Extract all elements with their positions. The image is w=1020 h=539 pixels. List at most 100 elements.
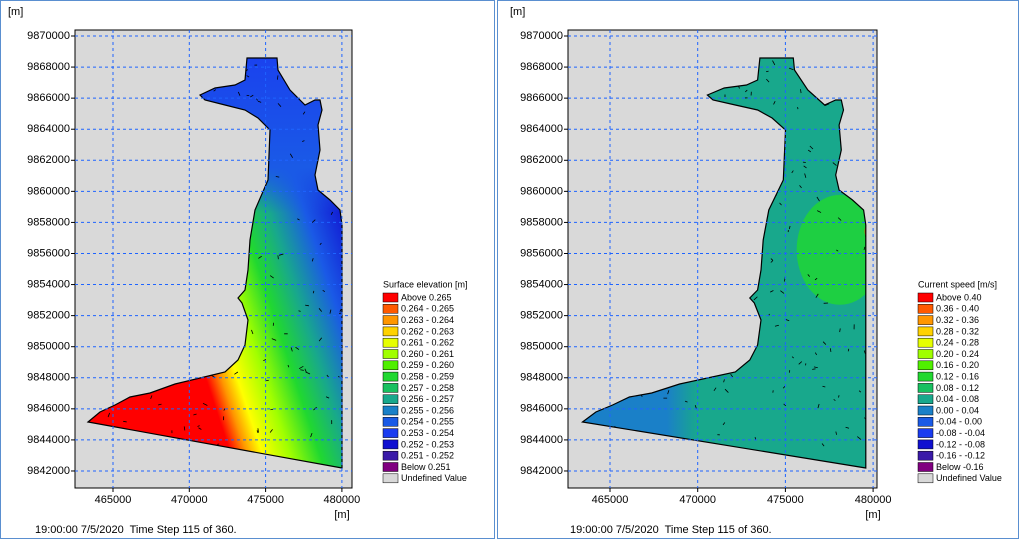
legend-label: Undefined Value [936, 473, 1002, 483]
legend-swatch [918, 429, 933, 438]
legend-label: 0.32 - 0.36 [936, 315, 979, 325]
legend-label: -0.16 - -0.12 [936, 451, 985, 461]
y-tick-label: 9848000 [27, 372, 70, 384]
legend-swatch [383, 372, 398, 381]
legend-swatch [383, 474, 398, 483]
legend-swatch [918, 474, 933, 483]
flow-arrow [299, 311, 301, 312]
x-tick-label: 470000 [679, 494, 716, 506]
legend-label: Above 0.265 [401, 292, 452, 302]
legend-label: 0.260 - 0.261 [401, 349, 454, 359]
legend-label: 0.264 - 0.265 [401, 304, 454, 314]
legend-swatch [383, 293, 398, 302]
y-tick-label: 9868000 [520, 61, 563, 73]
legend-label: 0.256 - 0.257 [401, 394, 454, 404]
y-tick-label: 9870000 [520, 30, 563, 42]
x-tick-label: 465000 [592, 494, 629, 506]
legend-label: 0.261 - 0.262 [401, 338, 454, 348]
legend-swatch [383, 395, 398, 404]
legend-swatch [383, 327, 398, 336]
y-tick-label: 9852000 [27, 310, 70, 322]
y-tick-label: 9860000 [520, 185, 563, 197]
legend-label: -0.12 - -0.08 [936, 439, 985, 449]
y-tick-label: 9858000 [520, 216, 563, 228]
y-tick-label: 9848000 [520, 372, 563, 384]
legend-label: Below -0.16 [936, 462, 984, 472]
y-tick-label: 9850000 [27, 341, 70, 353]
y-tick-label: 9846000 [520, 403, 563, 415]
footer-status: 19:00:00 7/5/2020 Time Step 115 of 360. [570, 524, 772, 536]
flow-arrow [839, 395, 840, 397]
y-axis-unit: [m] [8, 6, 23, 18]
x-tick-label: 480000 [855, 494, 892, 506]
legend-swatch [918, 406, 933, 415]
y-tick-label: 9866000 [520, 92, 563, 104]
legend-swatch [918, 361, 933, 370]
legend-swatch [383, 338, 398, 347]
legend-swatch [383, 417, 398, 426]
legend-swatch [383, 440, 398, 449]
legend-label: 0.255 - 0.256 [401, 405, 454, 415]
screen: 9870000 9868000 9866000 9864000 9862000 98600… [0, 0, 1020, 539]
legend-title: Surface elevation [m] [383, 279, 468, 289]
footer-status: 19:00:00 7/5/2020 Time Step 115 of 360. [35, 524, 237, 536]
y-tick-label: 9844000 [27, 434, 70, 446]
legend-swatch [918, 463, 933, 472]
y-tick-label: 9852000 [520, 310, 563, 322]
legend-label: 0.259 - 0.260 [401, 360, 454, 370]
y-tick-label: 9864000 [27, 123, 70, 135]
legend-swatch [918, 316, 933, 325]
legend-label: 0.254 - 0.255 [401, 417, 454, 427]
legend-label: 0.252 - 0.253 [401, 439, 454, 449]
x-tick-label: 475000 [247, 494, 284, 506]
legend-label: 0.258 - 0.259 [401, 371, 454, 381]
y-tick-label: 9842000 [520, 465, 563, 477]
legend-swatch [383, 429, 398, 438]
legend-label: 0.257 - 0.258 [401, 383, 454, 393]
x-axis-unit: [m] [334, 509, 349, 521]
legend-label: 0.08 - 0.12 [936, 383, 979, 393]
legend-label: Above 0.40 [936, 292, 982, 302]
y-tick-label: 9862000 [27, 154, 70, 166]
x-tick-label: 465000 [95, 494, 132, 506]
legend-label: 0.36 - 0.40 [936, 304, 979, 314]
legend-swatch [918, 440, 933, 449]
y-tick-label: 9858000 [27, 216, 70, 228]
legend-label: 0.28 - 0.32 [936, 326, 979, 336]
flow-arrow [848, 349, 849, 352]
y-tick-label: 9842000 [27, 465, 70, 477]
y-tick-label: 9866000 [27, 92, 70, 104]
legend-swatch [918, 350, 933, 359]
legend-title: Current speed [m/s] [918, 279, 997, 289]
legend-label: 0.253 - 0.254 [401, 428, 454, 438]
legend-swatch [918, 372, 933, 381]
y-tick-label: 9854000 [520, 278, 563, 290]
flow-arrow [270, 409, 273, 410]
x-axis-unit: [m] [865, 509, 880, 521]
legend-label: 0.12 - 0.16 [936, 371, 979, 381]
y-tick-label: 9870000 [27, 30, 70, 42]
y-tick-label: 9856000 [520, 247, 563, 259]
legend-swatch [918, 417, 933, 426]
legend-swatch [918, 293, 933, 302]
legend-label: Undefined Value [401, 473, 467, 483]
legend-label: 0.16 - 0.20 [936, 360, 979, 370]
legend-label: 0.262 - 0.263 [401, 326, 454, 336]
legend-swatch [383, 316, 398, 325]
flow-arrow [257, 430, 258, 432]
legend-swatch [918, 395, 933, 404]
legend-swatch [383, 451, 398, 460]
y-tick-label: 9850000 [520, 341, 563, 353]
flow-arrow [840, 328, 841, 332]
legend-label: 0.24 - 0.28 [936, 338, 979, 348]
flow-arrow [258, 428, 259, 432]
x-tick-label: 475000 [767, 494, 804, 506]
y-tick-label: 9844000 [520, 434, 563, 446]
legend-label: 0.04 - 0.08 [936, 394, 979, 404]
y-tick-label: 9868000 [27, 61, 70, 73]
legend-swatch [383, 406, 398, 415]
legend-label: 0.263 - 0.264 [401, 315, 454, 325]
legend-label: -0.04 - 0.00 [936, 417, 982, 427]
legend-swatch [383, 304, 398, 313]
legend-swatch [918, 451, 933, 460]
